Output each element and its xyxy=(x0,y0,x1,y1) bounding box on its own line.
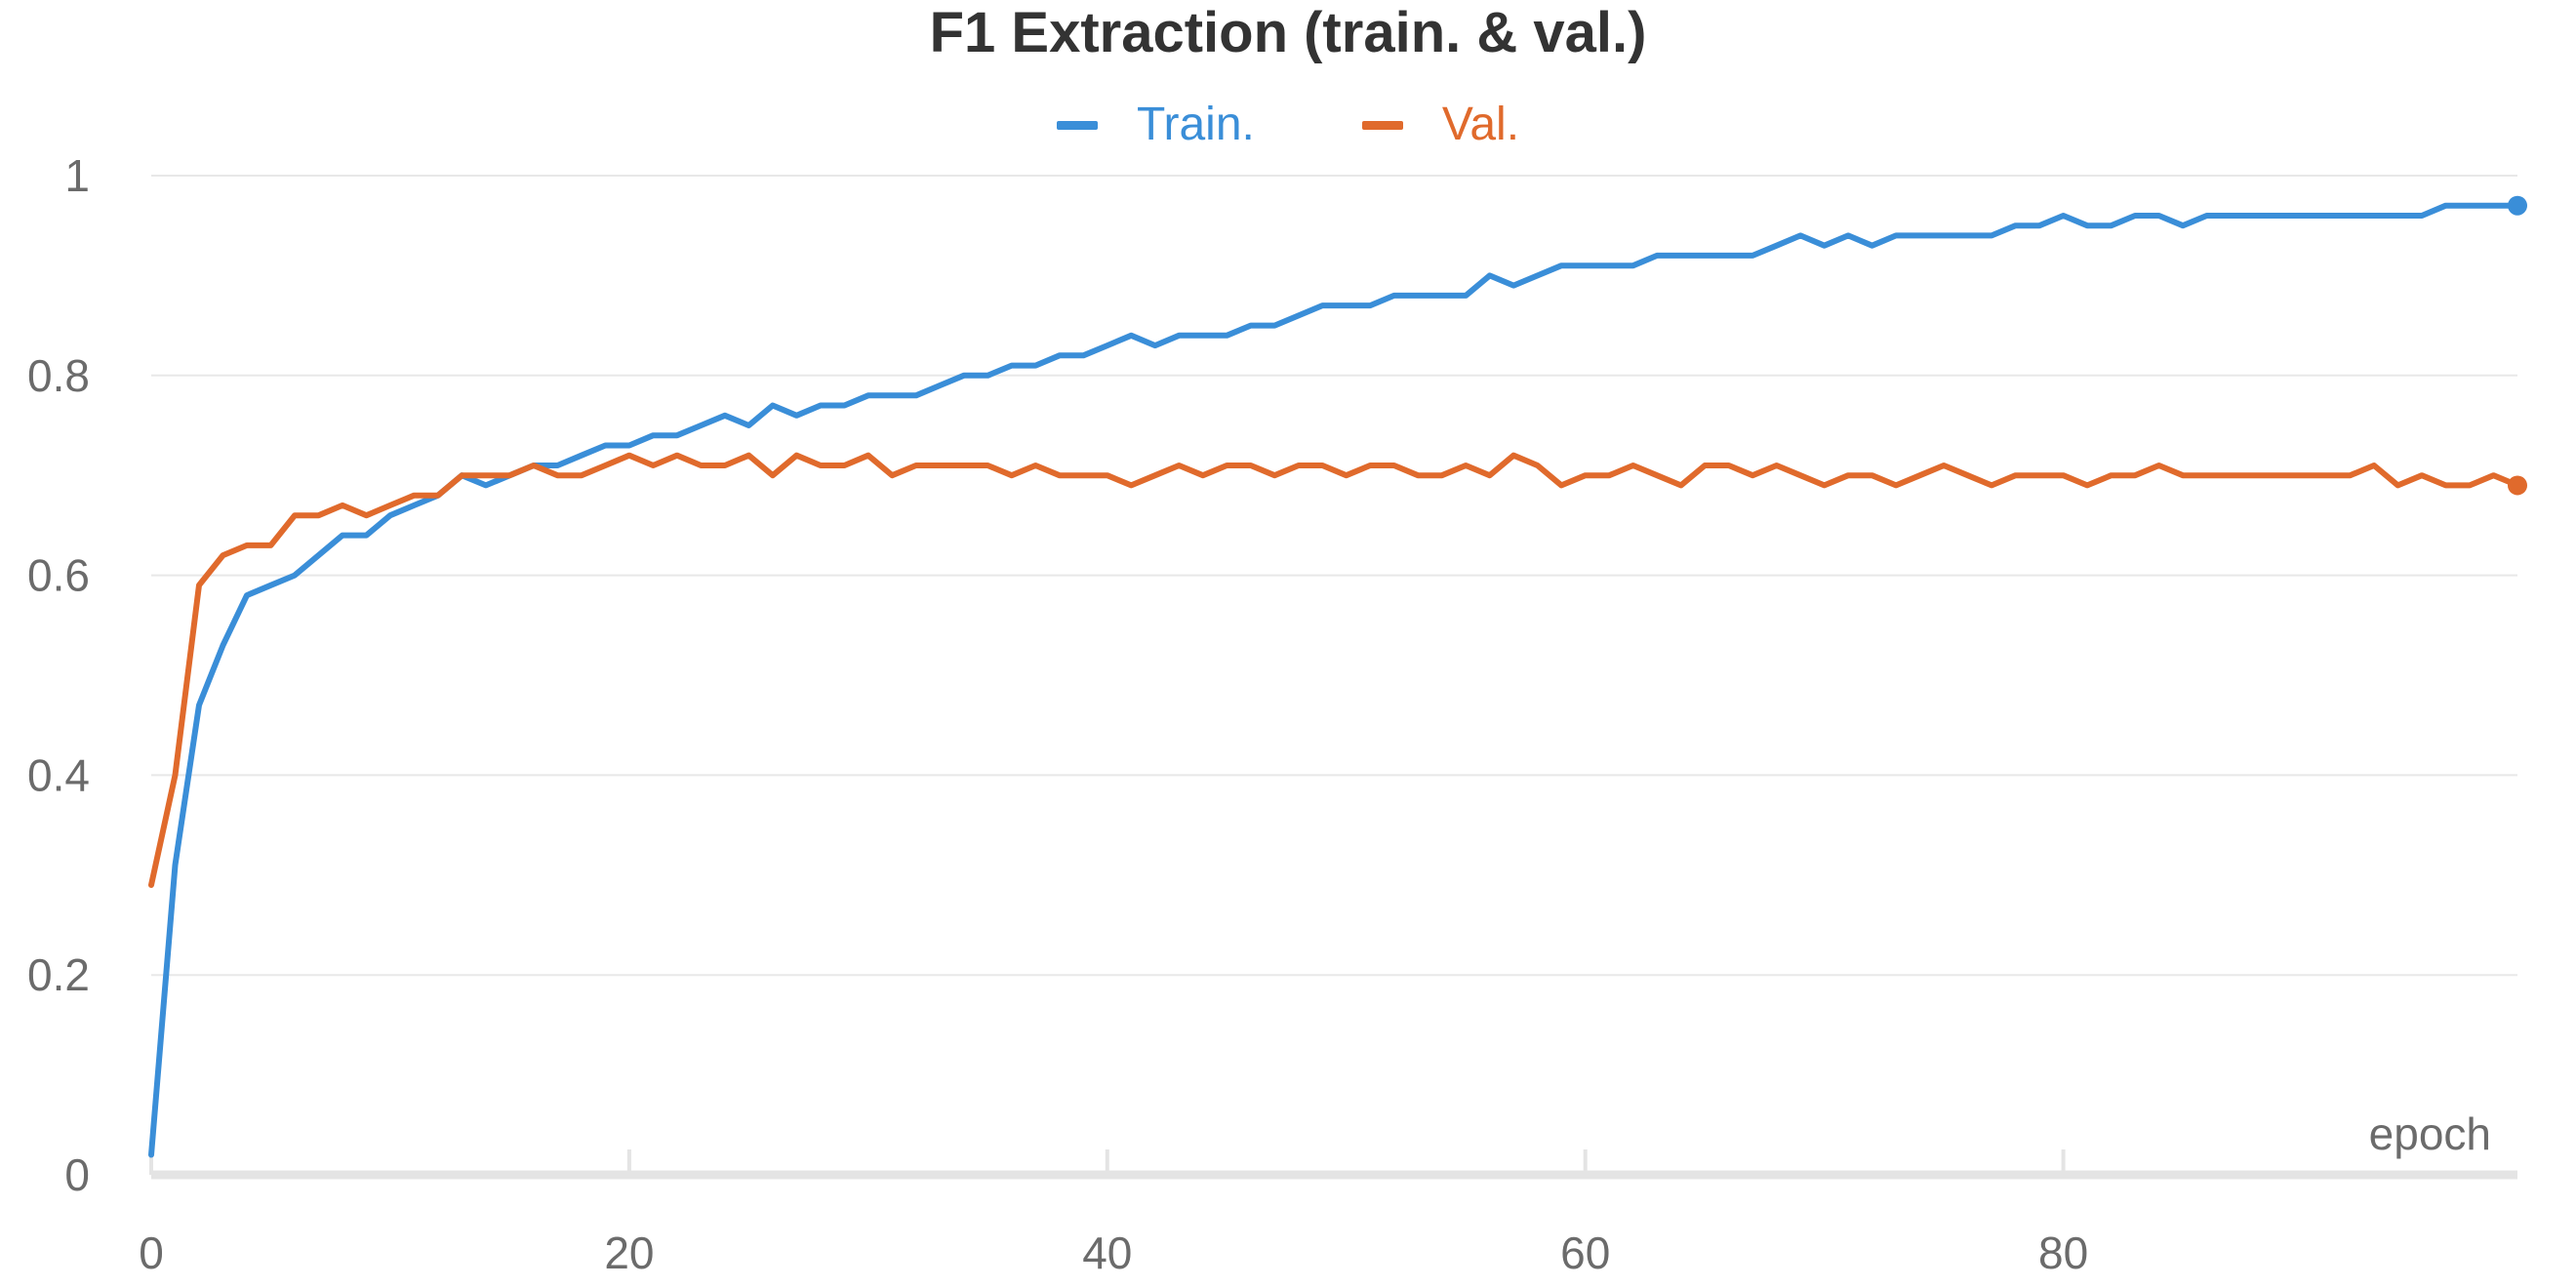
legend-swatch-val xyxy=(1361,120,1403,130)
x-tick-label: 40 xyxy=(1082,1228,1132,1278)
series-line-train xyxy=(148,202,2520,1158)
y-tick-label: 0.6 xyxy=(27,550,90,601)
series-line-val xyxy=(148,452,2520,888)
chart-title: F1 Extraction (train. & val.) xyxy=(929,1,1647,64)
x-tick-label: 80 xyxy=(2038,1228,2088,1278)
x-tick-label: 60 xyxy=(1560,1228,1610,1278)
series-end-marker-val[interactable] xyxy=(2508,475,2527,496)
y-tick-label: 0.4 xyxy=(27,749,90,800)
y-tick-label: 1 xyxy=(64,150,90,201)
x-axis-label: epoch xyxy=(2369,1108,2491,1159)
y-tick-label: 0.8 xyxy=(27,350,90,401)
legend-swatch-train xyxy=(1056,120,1098,130)
y-tick-label: 0.2 xyxy=(27,949,90,1000)
legend-label-val: Val. xyxy=(1441,99,1520,150)
series-end-marker-train[interactable] xyxy=(2508,195,2527,216)
legend-item-train[interactable]: Train. xyxy=(1056,96,1255,154)
legend-label-train: Train. xyxy=(1136,99,1255,150)
y-tick-label: 0 xyxy=(64,1149,90,1200)
x-tick-label: 20 xyxy=(604,1228,654,1278)
legend-item-val[interactable]: Val. xyxy=(1361,96,1520,154)
x-tick-label: 0 xyxy=(139,1228,164,1278)
legend: Train. Val. xyxy=(0,96,2576,154)
